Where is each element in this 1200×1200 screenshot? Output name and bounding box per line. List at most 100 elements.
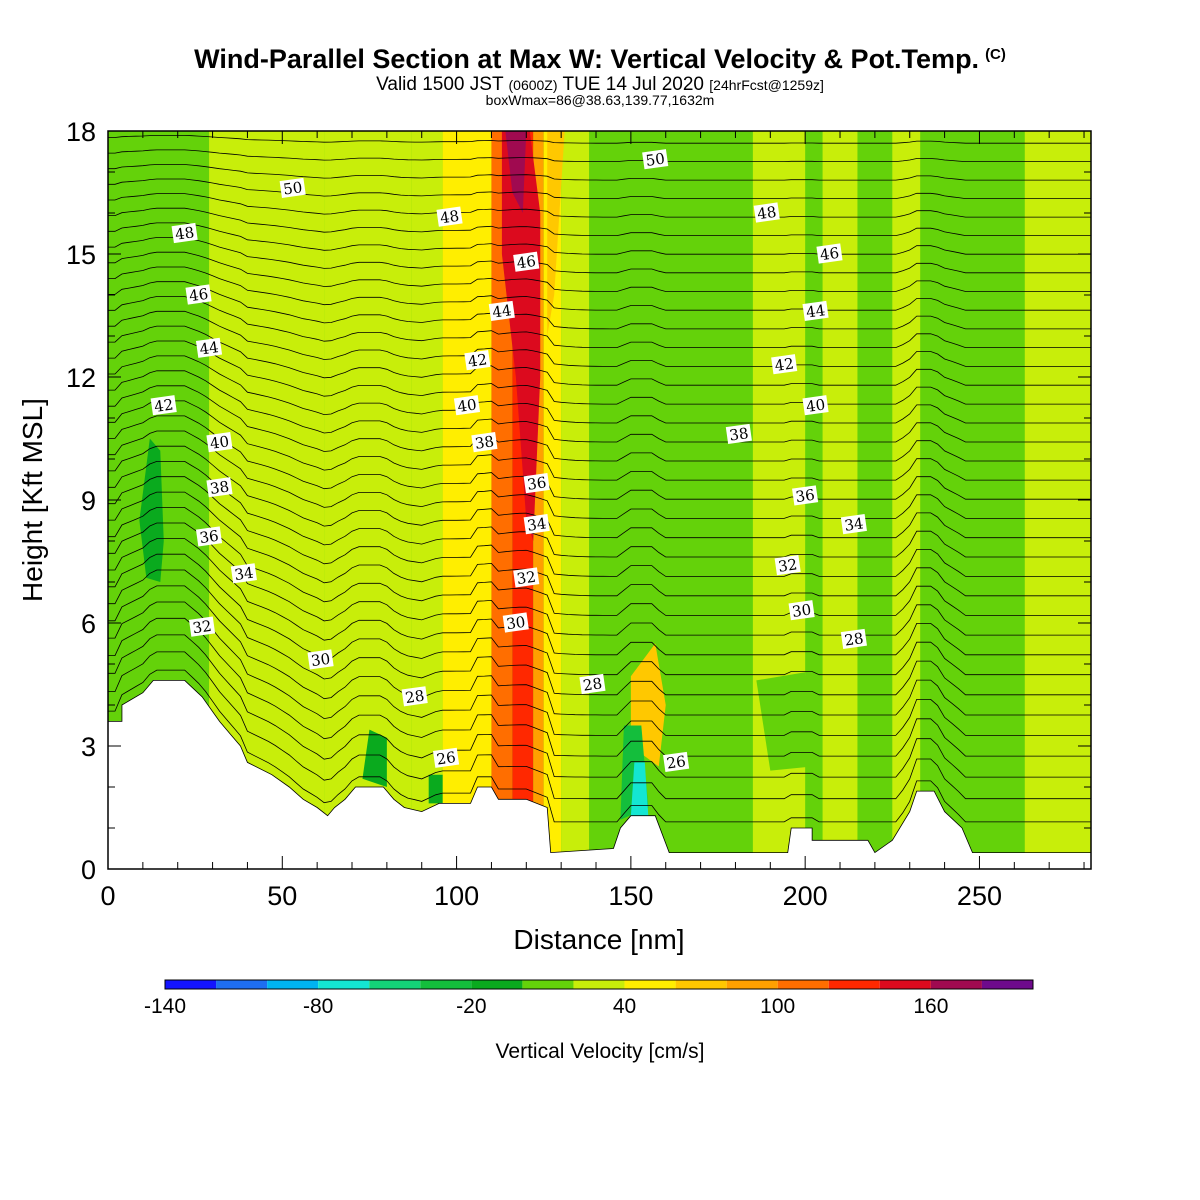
theta-label-box [663,751,690,772]
theta-label: 40 [206,432,233,453]
theta-label-box [464,350,491,371]
theta-label-box [453,395,481,416]
y-tick-label: 15 [66,240,96,270]
theta-label-text: 48 [439,207,460,227]
theta-label: 38 [725,423,752,445]
theta-contour-line [108,507,1091,616]
velocity-band [411,131,443,869]
y-tick-label: 0 [81,855,96,885]
theta-label: 48 [171,222,198,244]
colorbar-swatch [573,980,625,989]
theta-label-text: 46 [188,285,209,305]
theta-label-box [195,526,223,547]
theta-label-box [206,477,233,498]
theta-label-text: 44 [805,301,826,321]
y-tick-label: 12 [66,363,96,393]
colorbar-tick-label: -140 [144,995,186,1018]
theta-label: 32 [513,567,540,588]
theta-label-box [725,423,752,444]
downdraft-cell [362,729,387,787]
theta-label-box [523,514,550,535]
theta-label: 38 [206,477,233,498]
theta-contour-line [108,222,1091,255]
theta-label: 46 [185,284,212,305]
theta-label-box [502,612,529,633]
theta-label-text: 48 [756,203,777,223]
theta-contour-line [108,266,1091,311]
x-tick-label: 200 [783,881,828,911]
theta-label-box [774,555,801,576]
theta-label: 30 [502,612,529,633]
colorbar-frame [164,979,1034,990]
theta-contour-line [108,178,1091,199]
theta-label-box [150,395,177,416]
colorbar-swatch [420,980,472,989]
theta-contour-line [108,296,1091,348]
theta-label-text: 36 [198,527,219,547]
theta-label-box [771,354,798,375]
colorbar-swatch [369,980,421,989]
theta-label: 28 [840,628,867,650]
theta-label: 50 [642,149,669,170]
theta-label-text: 48 [174,223,195,243]
theta-label-box [436,206,463,227]
theta-label-text: 28 [843,629,864,649]
theta-contour-line [108,538,1091,656]
y-tick-label: 3 [81,732,96,762]
downdraft-cell [630,762,649,816]
chart-subtitle: Valid 1500 JST (0600Z) TUE 14 Jul 2020 [… [0,74,1200,96]
updraft-core [501,131,541,541]
theta-label: 30 [307,649,334,670]
colorbar-swatch [930,980,982,989]
theta-label-text: 36 [794,486,815,506]
velocity-band [442,131,492,869]
theta-label: 32 [188,616,216,637]
theta-contour-line [108,237,1091,274]
valid-prefix: Valid 1500 JST [376,74,504,95]
theta-label: 48 [436,206,463,227]
theta-contour-line [108,634,1091,778]
theta-contour-line [108,522,1091,636]
theta-label-text: 32 [516,568,537,588]
theta-label: 42 [464,350,491,371]
theta-label-text: 28 [582,674,603,694]
theta-label-text: 40 [456,395,477,415]
theta-label: 34 [840,514,867,535]
colorbar-swatch [471,980,523,989]
y-tick-label: 9 [81,486,96,516]
theta-label-box [513,567,540,588]
colorbar-swatch [318,980,370,989]
x-tick-label: 100 [434,881,479,911]
colorbar-swatch [828,980,880,989]
theta-contour-line [108,491,1091,597]
velocity-field [108,131,1091,869]
theta-contour-line [108,310,1091,367]
theta-contour-line [108,651,1091,800]
theta-label: 42 [771,354,798,375]
theta-label-box [802,395,829,416]
theta-contour-line [108,445,1091,539]
theta-label-text: 30 [791,600,812,620]
theta-contour-line [108,207,1091,236]
theta-label: 46 [513,251,540,272]
theta-label-box [816,243,843,264]
theta-label-box [523,473,550,494]
theta-label: 40 [802,395,829,416]
theta-contour-line [108,617,1091,757]
theta-label-text: 36 [526,473,547,493]
theta-label: 36 [523,473,550,494]
theta-contour-line [108,385,1091,462]
theta-contour-line [108,601,1091,736]
theta-label-text: 42 [774,354,795,374]
theta-label-text: 42 [153,395,174,415]
theta-contour-line [108,585,1091,716]
theta-contour-line [108,669,1091,823]
theta-label-text: 42 [467,350,488,370]
theta-label-box [840,628,867,649]
colorbar-swatch [165,980,217,989]
theta-label-box [471,432,498,453]
theta-label: 50 [279,177,306,199]
theta-label-box [802,300,829,321]
theta-label: 42 [150,395,177,416]
